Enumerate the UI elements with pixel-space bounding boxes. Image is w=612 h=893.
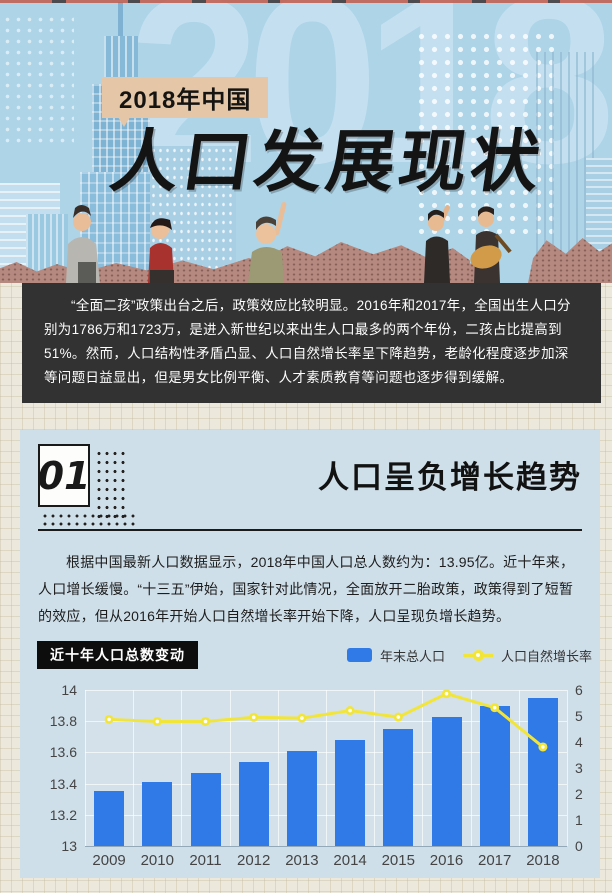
- line-marker-center: [492, 705, 497, 710]
- population-bar: [238, 761, 269, 846]
- x-axis-label: 2014: [333, 852, 367, 869]
- x-axis-label: 2012: [237, 852, 271, 869]
- line-marker-center: [251, 715, 256, 720]
- section-01-panel: 01 人口呈负增长趋势 根据中国最新人口数据显示，2018年中国人口总人数约为：…: [20, 430, 600, 878]
- intro-text: “全面二孩”政策出台之后，政策效应比较明显。2016年和2017年，全国出生人口…: [44, 298, 571, 385]
- chart-header: 近十年人口总数变动 年末总人口 人口自然增长率: [37, 641, 592, 669]
- legend-bar-label: 年末总人口: [379, 648, 445, 664]
- year-tag: 2018年中国: [102, 77, 269, 127]
- gridline-vertical: [470, 690, 472, 846]
- right-axis-tick: 1: [575, 812, 583, 828]
- man-pointing-up: [424, 205, 450, 283]
- population-bar: [431, 716, 462, 846]
- section-paragraph: 根据中国最新人口数据显示，2018年中国人口总人数约为：13.95亿。近十年来，…: [38, 554, 575, 624]
- legend-line-swatch: [462, 649, 493, 661]
- x-axis-label: 2009: [92, 852, 126, 869]
- population-bar: [94, 791, 125, 846]
- x-axis-label: 2011: [189, 852, 222, 869]
- x-axis-label: 2010: [140, 852, 174, 869]
- population-chart: 13 13.2 13.4 13.6 13.8 14 0 1 2 3 4 5 6 2009 2010 2011 2…: [35, 676, 585, 876]
- left-axis-tick: 13.2: [49, 806, 77, 823]
- right-axis-tick: 2: [575, 786, 583, 802]
- x-axis-label: 2016: [429, 852, 464, 869]
- left-axis-tick: 14: [61, 682, 77, 698]
- section-title: 人口呈负增长趋势: [318, 460, 582, 495]
- gridline-vertical: [374, 690, 376, 846]
- woman-red-top: [148, 218, 174, 283]
- line-marker-center: [203, 719, 208, 724]
- top-edge-strip: [0, 0, 612, 3]
- line-marker-center: [300, 716, 304, 720]
- man-gray-suit: [66, 205, 100, 283]
- people-left-illustration: [66, 202, 287, 283]
- population-bar: [383, 729, 414, 846]
- left-axis-tick: 13.4: [49, 775, 77, 792]
- section-divider: [38, 529, 582, 531]
- page-title: 人口发展现状: [105, 124, 549, 200]
- x-axis-label: 2018: [526, 852, 560, 869]
- chart-legend: 年末总人口 人口自然增长率: [346, 646, 592, 665]
- intro-block: “全面二孩”政策出台之后，政策效应比较明显。2016年和2017年，全国出生人口…: [22, 283, 601, 403]
- person-raising-arm: [248, 202, 287, 283]
- gridline-vertical: [277, 690, 279, 846]
- header-banner: 2018: [0, 0, 612, 283]
- dot-decoration-row: [41, 512, 135, 527]
- line-marker-center: [396, 715, 401, 719]
- line-marker-center: [348, 708, 352, 713]
- left-axis-tick: 13: [61, 838, 77, 854]
- legend-bar-swatch: [346, 648, 372, 662]
- line-marker-center: [541, 745, 545, 749]
- legend-line-label: 人口自然增长率: [500, 648, 592, 664]
- left-axis-tick: 13.6: [49, 744, 77, 761]
- x-axis-line: [85, 846, 567, 847]
- right-axis-tick: 6: [575, 682, 583, 698]
- halftone-dots-right: [415, 30, 557, 235]
- section-number-badge: 01: [38, 444, 90, 507]
- right-axis-tick: 3: [575, 760, 583, 776]
- left-axis-tick: 13.8: [49, 713, 77, 730]
- population-bar: [335, 739, 366, 846]
- right-axis-tick: 4: [575, 734, 583, 750]
- halftone-dots-left: [2, 14, 74, 146]
- population-bar: [286, 750, 317, 846]
- legend-line-marker: [472, 649, 484, 661]
- growth-rate-line: [104, 689, 548, 752]
- people-right-illustration: [424, 205, 512, 283]
- x-axis-label: 2017: [478, 852, 512, 869]
- population-bar: [190, 772, 221, 846]
- gridline-vertical: [567, 690, 568, 846]
- x-axis-label: 2015: [381, 852, 415, 869]
- gridline-vertical: [422, 690, 424, 846]
- population-bar: [142, 782, 173, 846]
- line-marker-center: [444, 691, 449, 696]
- population-bar: [479, 705, 510, 846]
- right-axis-tick: 5: [575, 708, 583, 724]
- guitarist: [470, 206, 512, 283]
- dot-decoration-column: [95, 449, 128, 523]
- right-axis-tick: 0: [575, 838, 583, 854]
- gridline-vertical: [181, 690, 183, 846]
- population-bar: [527, 697, 558, 846]
- line-marker-center: [107, 717, 111, 722]
- gridline-vertical: [133, 690, 135, 846]
- gridline-vertical: [326, 690, 327, 846]
- skyscraper-spire: [118, 2, 123, 44]
- line-marker-center: [155, 719, 160, 724]
- x-axis-label: 2013: [285, 852, 319, 869]
- gridline-vertical: [229, 690, 231, 846]
- chart-title-badge: 近十年人口总数变动: [37, 641, 198, 669]
- gridline-vertical: [518, 690, 520, 846]
- gridline-vertical: [85, 690, 86, 846]
